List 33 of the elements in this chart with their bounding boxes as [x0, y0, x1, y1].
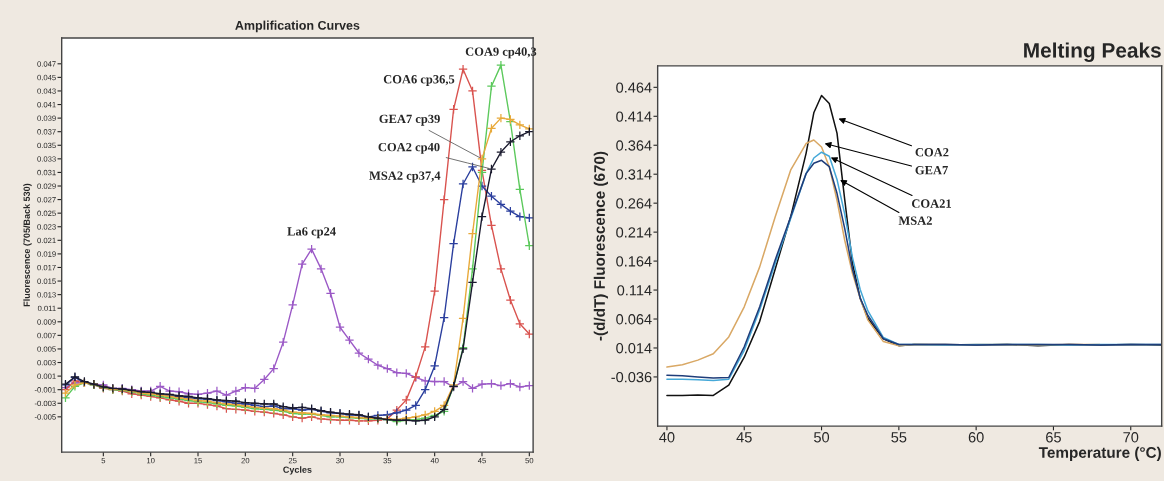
y-tick-label: 0.014 — [616, 343, 652, 354]
y-tick-label: 0.064 — [616, 314, 652, 325]
x-tick-label: 55 — [891, 432, 907, 443]
x-tick-label: 50 — [814, 432, 830, 443]
chart-title: Melting Peaks — [1024, 42, 1161, 62]
y-tick-label: 0.164 — [616, 256, 652, 267]
annotation: MSA2 cp37,4 — [369, 171, 441, 183]
y-tick-label: 0.314 — [616, 169, 652, 180]
x-tick-label: 45 — [736, 432, 752, 443]
annotation: COA2 — [915, 148, 949, 157]
y-tick-label: 0.214 — [616, 227, 652, 238]
x-tick-label: 60 — [968, 432, 984, 443]
annotation: MSA2 — [898, 216, 932, 225]
chart-title: Amplification Curves — [235, 20, 360, 33]
x-tick-label: 65 — [1046, 432, 1061, 443]
y-tick-label: 0.414 — [616, 111, 652, 122]
y-axis-title: -(d/dT) Fluorescence (670) — [593, 151, 608, 341]
annotation: COA2 cp40 — [378, 142, 440, 154]
x-axis-title: Temperature (°C) — [1038, 446, 1161, 461]
y-tick-label: -0.036 — [611, 372, 652, 383]
annotation: GEA7 cp39 — [379, 114, 440, 126]
annotation: GEA7 — [915, 166, 948, 175]
annotation: COA6 cp36,5 — [383, 75, 455, 87]
y-tick-label: 0.114 — [617, 285, 652, 296]
x-tick-label: 70 — [1123, 432, 1139, 443]
y-tick-label: 0.464 — [616, 82, 652, 93]
x-tick-label: 40 — [659, 432, 675, 443]
y-axis-title: Fluorescence (705/Back 530) — [23, 183, 32, 307]
x-axis-title: Cycles — [283, 466, 312, 475]
annotation: La6 cp24 — [287, 227, 336, 239]
y-tick-label: 0.364 — [616, 140, 652, 151]
y-tick-label: 0.264 — [616, 198, 652, 209]
annotation: COA21 — [911, 199, 951, 208]
